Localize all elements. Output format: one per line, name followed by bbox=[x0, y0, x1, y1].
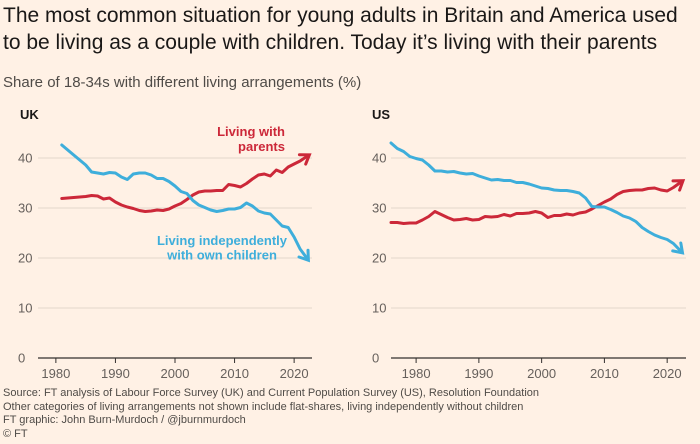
us-x-tick-label: 2000 bbox=[527, 366, 556, 381]
uk-y-tick-label: 10 bbox=[18, 301, 32, 316]
uk-x-tick-label: 2010 bbox=[220, 366, 249, 381]
uk-annotation-parents: Living with parents bbox=[217, 124, 285, 154]
us-x-tick-label: 1990 bbox=[464, 366, 493, 381]
us-x-tick-label: 2020 bbox=[653, 366, 682, 381]
uk-y-tick-label: 40 bbox=[18, 151, 32, 166]
us-series-parents bbox=[389, 180, 682, 225]
uk-y-tick-label: 0 bbox=[18, 351, 25, 366]
us-arrowhead-independent bbox=[671, 241, 685, 255]
copyright-note: © FT bbox=[3, 427, 28, 440]
uk-x-tick-label: 1990 bbox=[101, 366, 130, 381]
graphic-credit: FT graphic: John Burn-Murdoch / @jburnmu… bbox=[3, 414, 246, 426]
uk-y-tick-label: 20 bbox=[18, 251, 32, 266]
uk-annotation-independent: Living independently with own children bbox=[157, 233, 288, 263]
uk-y-tick-label: 30 bbox=[18, 201, 32, 216]
uk-annotation-line: Living independently bbox=[157, 233, 288, 248]
uk-panel-label: UK bbox=[20, 107, 39, 122]
us-x-tick-label: 2010 bbox=[590, 366, 619, 381]
us-y-tick-label: 10 bbox=[372, 301, 386, 316]
us-panel-label: US bbox=[372, 107, 390, 122]
uk-arrowhead-parents bbox=[297, 153, 312, 166]
us-series-independent bbox=[389, 141, 682, 253]
chart-subtitle: Share of 18-34s with different living ar… bbox=[3, 74, 362, 91]
us-y-tick-label: 0 bbox=[372, 351, 379, 366]
uk-series-parents bbox=[60, 154, 309, 213]
us-arrowhead-parents bbox=[671, 179, 686, 192]
us-x-tick-label: 1980 bbox=[402, 366, 431, 381]
chart-title: The most common situation for young adul… bbox=[3, 4, 678, 54]
categories-note: Other categories of living arrangements … bbox=[3, 400, 524, 413]
chart-footer: Source: FT analysis of Labour Force Surv… bbox=[3, 387, 539, 441]
us-y-tick-label: 30 bbox=[372, 201, 386, 216]
uk-annotation-line: with own children bbox=[166, 248, 277, 263]
us-y-tick-label: 20 bbox=[372, 251, 386, 266]
uk-arrowhead-independent bbox=[297, 248, 310, 263]
uk-annotation-line: parents bbox=[238, 139, 285, 154]
uk-x-tick-label: 2020 bbox=[280, 366, 309, 381]
source-note: Source: FT analysis of Labour Force Surv… bbox=[3, 387, 539, 399]
uk-annotation-line: Living with bbox=[217, 124, 285, 139]
uk-x-tick-label: 1980 bbox=[41, 366, 70, 381]
uk-series-independent bbox=[60, 143, 309, 260]
us-y-tick-label: 40 bbox=[372, 151, 386, 166]
uk-x-tick-label: 2000 bbox=[161, 366, 190, 381]
